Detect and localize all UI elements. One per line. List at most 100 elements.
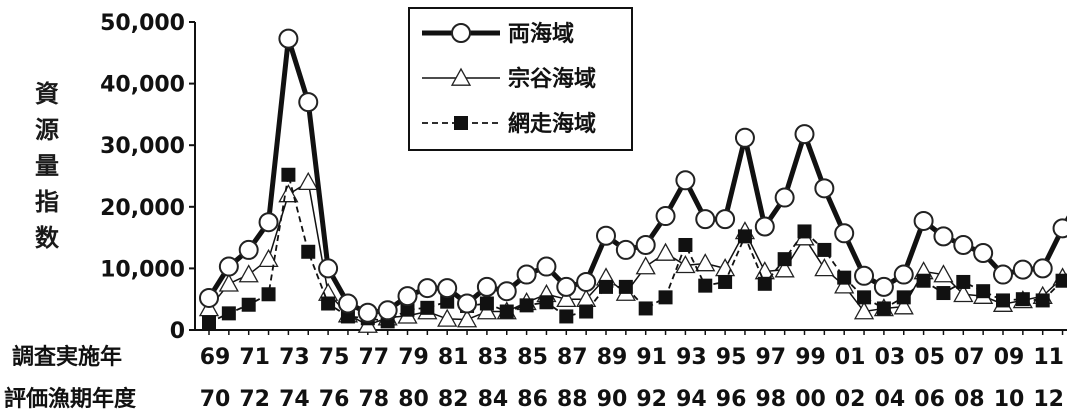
data-point (893, 264, 914, 285)
data-point (337, 293, 358, 314)
data-point (953, 283, 974, 303)
x-tick-label-survey: 79 (398, 345, 429, 370)
x-tick-label-fishing: 90 (597, 387, 628, 412)
x-tick-label-fishing: 02 (835, 387, 866, 412)
x-tick-label-survey: 71 (239, 345, 270, 370)
x-tick-label-fishing: 92 (636, 387, 667, 412)
data-point (936, 286, 951, 301)
legend-marker (450, 67, 472, 86)
data-point (417, 278, 438, 299)
data-point (536, 256, 557, 277)
x-tick-label-survey: 93 (676, 345, 707, 370)
data-point (873, 276, 894, 297)
data-point (675, 254, 696, 274)
y-tick-label: 30,000 (100, 134, 185, 159)
data-point (698, 278, 713, 293)
y-axis-title-char: 指 (35, 188, 59, 216)
data-point (397, 286, 418, 307)
y-tick-label: 50,000 (100, 11, 185, 36)
x-row1-label: 調査実施年 (12, 344, 122, 370)
x-tick-label-survey: 85 (517, 345, 548, 370)
x-tick-label-fishing: 96 (716, 387, 747, 412)
y-axis-title-char: 量 (35, 152, 59, 180)
data-point (996, 293, 1010, 308)
data-point (298, 92, 319, 113)
data-point (1032, 258, 1053, 279)
data-point (853, 301, 875, 320)
x-tick-label-survey: 09 (994, 345, 1025, 370)
data-point (1035, 293, 1050, 308)
data-point (377, 300, 398, 321)
data-point (357, 302, 378, 323)
y-axis-title-char: 源 (35, 116, 59, 144)
data-point (737, 229, 752, 244)
x-tick-label-survey: 73 (279, 345, 310, 370)
series-line (208, 181, 1067, 326)
x-axis-ticks-fishing-year: 70 72 74 76 78 80 82 84 86 88 90 92 94 96 98 00 02 04 06 08… (200, 387, 1064, 412)
data-point (437, 278, 458, 299)
data-point (635, 256, 656, 275)
data-point (953, 234, 974, 255)
data-point (281, 167, 296, 182)
x-tick-label-fishing: 86 (517, 387, 548, 412)
data-point (757, 276, 772, 291)
data-point (834, 223, 855, 244)
data-point (718, 274, 733, 289)
x-tick-label-fishing: 00 (795, 387, 826, 412)
x-tick-label-fishing: 12 (1033, 387, 1064, 412)
data-point (499, 304, 514, 319)
y-tick-label: 20,000 (100, 196, 185, 221)
data-point (559, 309, 574, 324)
x-tick-label-survey: 69 (200, 345, 231, 370)
data-point (221, 306, 236, 321)
series-0 (199, 28, 1067, 323)
data-point (476, 301, 498, 320)
data-point (993, 264, 1013, 285)
data-point (238, 264, 259, 283)
data-point (956, 274, 971, 289)
data-point (496, 281, 517, 302)
data-point (238, 239, 259, 260)
data-point (278, 28, 299, 49)
data-point (837, 270, 852, 285)
series-line (206, 36, 1067, 316)
data-point (440, 294, 455, 309)
x-tick-label-survey: 11 (1033, 345, 1064, 370)
data-point (814, 258, 835, 277)
y-axis-title-char: 資 (35, 80, 59, 108)
x-tick-label-fishing: 78 (358, 387, 389, 412)
x-tick-label-survey: 05 (914, 345, 945, 370)
data-point (1015, 292, 1030, 307)
data-point (218, 256, 239, 277)
y-tick-label: 40,000 (100, 73, 185, 98)
data-point (539, 295, 554, 310)
data-point (618, 279, 633, 294)
data-point (933, 226, 954, 247)
data-point (916, 273, 931, 288)
data-point (516, 264, 537, 285)
data-point (1012, 259, 1033, 280)
data-point (457, 293, 478, 314)
data-point (199, 287, 219, 308)
x-tick-label-survey: 99 (795, 345, 826, 370)
x-tick-label-fishing: 94 (676, 387, 707, 412)
y-tick-label: 10,000 (100, 257, 185, 282)
data-point (777, 252, 792, 267)
x-tick-label-fishing: 88 (557, 387, 588, 412)
data-point (658, 290, 673, 305)
data-point (695, 209, 716, 230)
x-tick-label-fishing: 10 (994, 387, 1025, 412)
x-tick-label-survey: 87 (557, 345, 588, 370)
x-tick-label-fishing: 80 (398, 387, 429, 412)
data-point (814, 178, 835, 199)
x-tick-label-fishing: 76 (319, 387, 350, 412)
data-point (817, 242, 832, 257)
x-tick-label-survey: 01 (835, 345, 866, 370)
data-point (400, 302, 415, 317)
data-point (973, 243, 994, 263)
data-point (599, 279, 613, 294)
data-point (794, 124, 815, 145)
data-point (340, 309, 355, 324)
series-group (198, 28, 1067, 333)
